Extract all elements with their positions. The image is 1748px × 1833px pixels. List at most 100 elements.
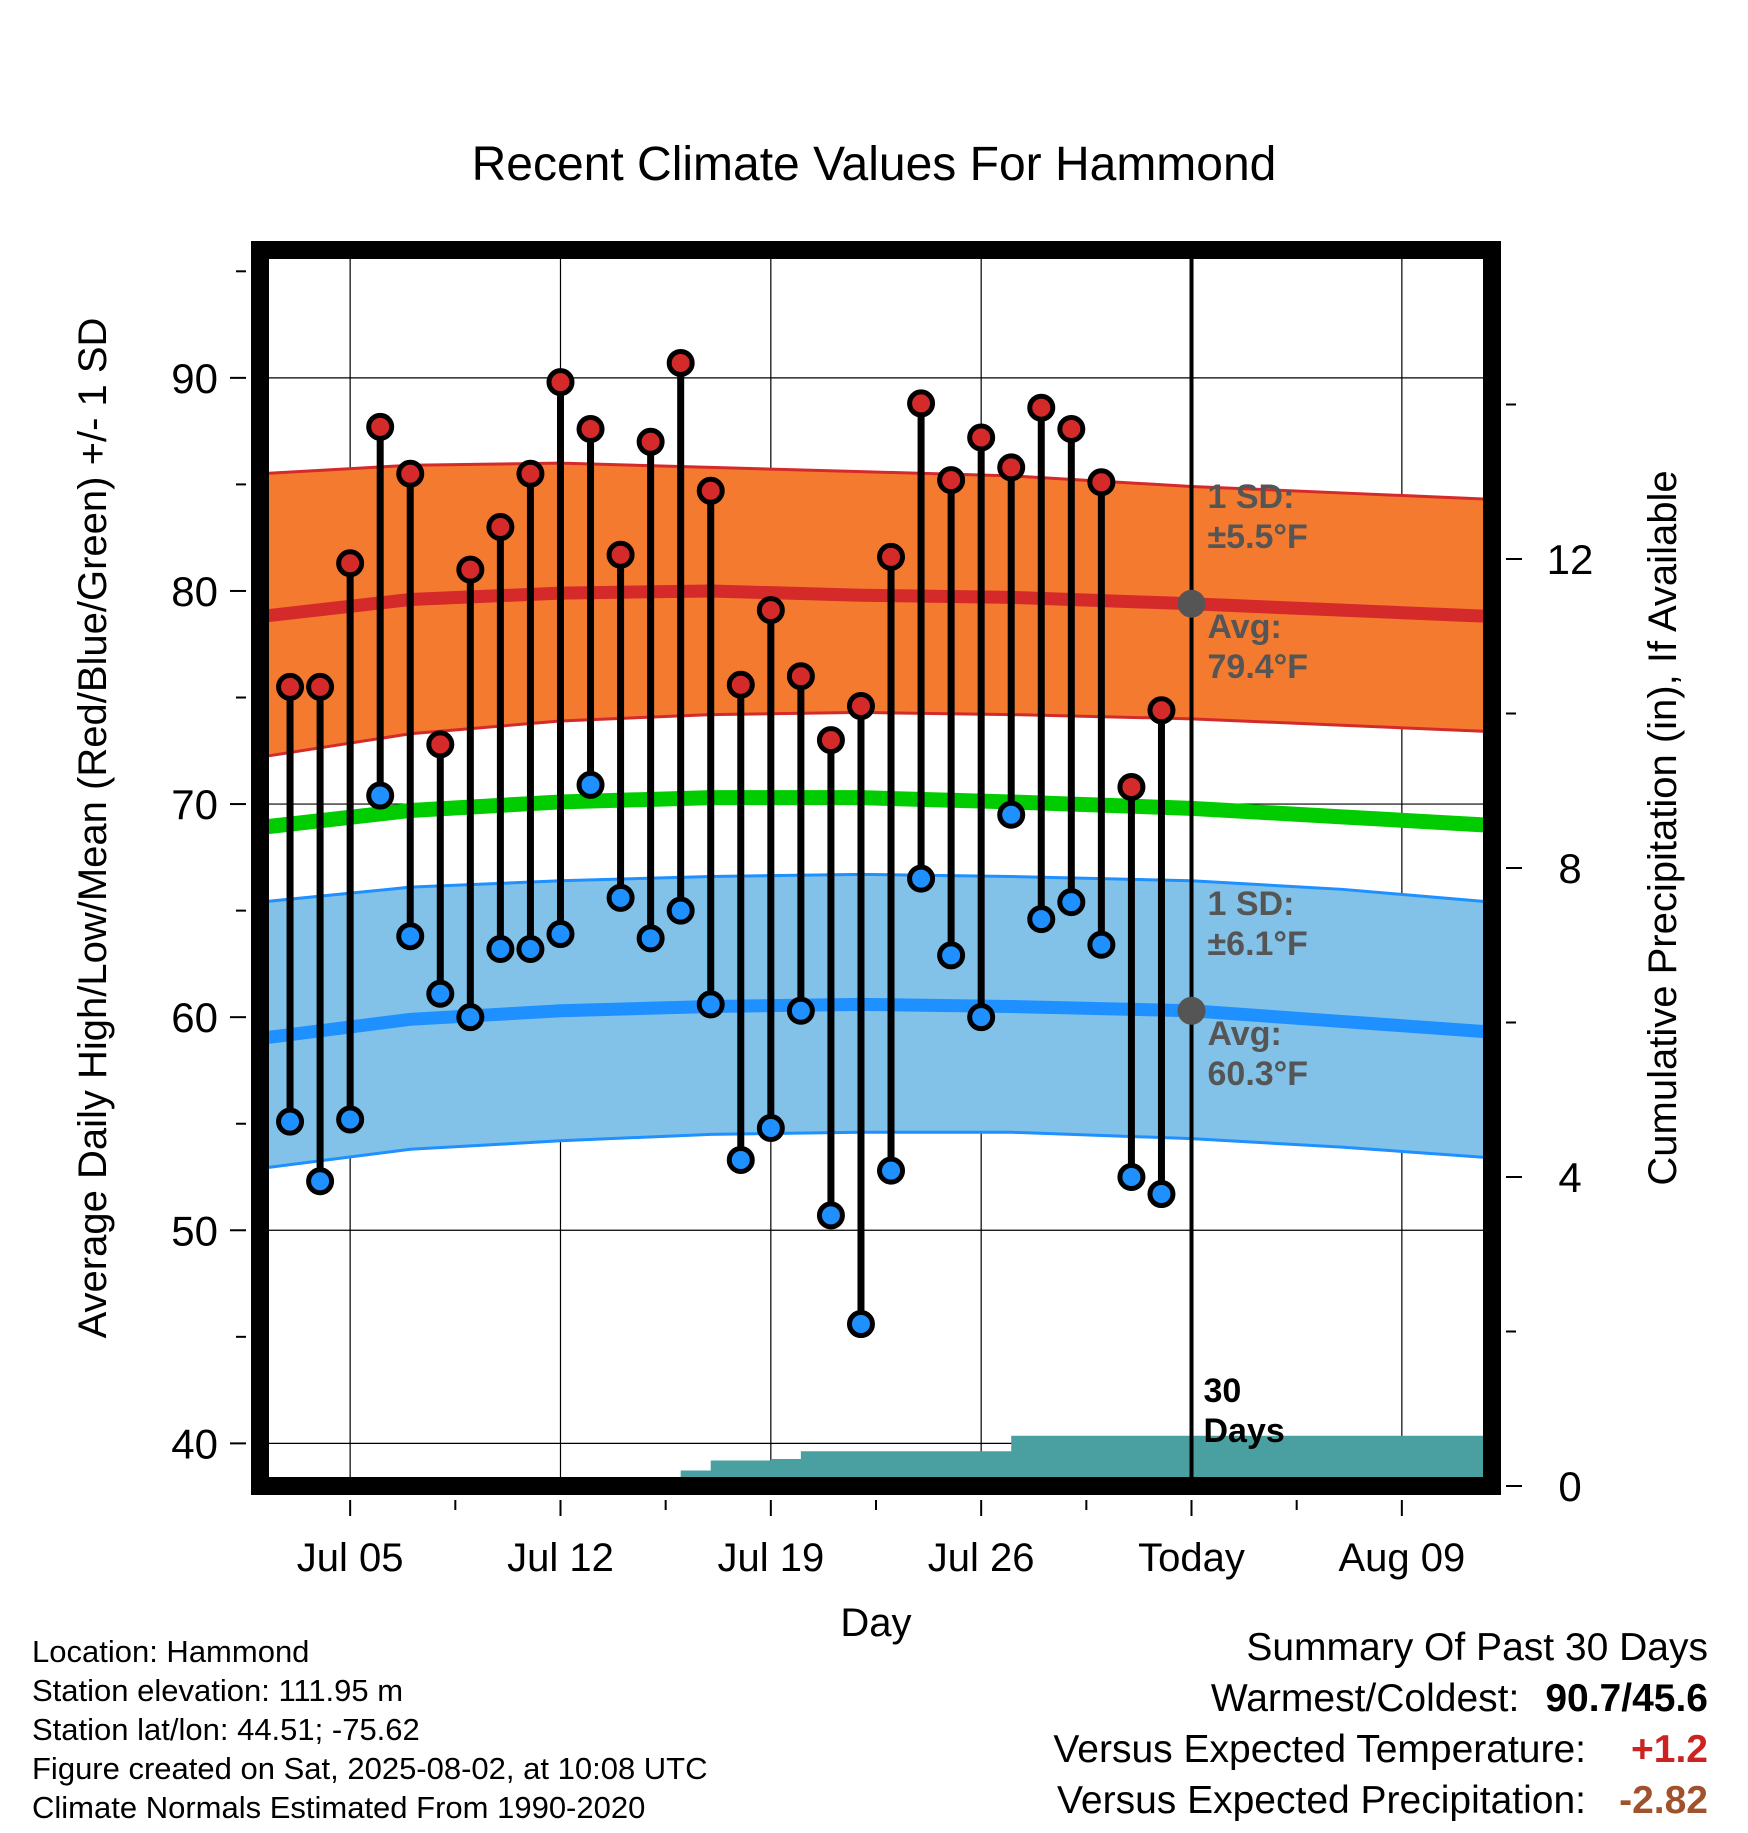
high-upper-edge: [259, 461, 1493, 501]
daily-low-point: [606, 883, 635, 912]
daily-low-point: [937, 941, 966, 970]
window-label-days: Days: [1204, 1412, 1285, 1450]
y-left-tick-label: 40: [171, 1420, 218, 1467]
daily-low-point: [756, 1113, 785, 1142]
x-tick-label: Today: [1138, 1536, 1245, 1580]
daily-high-point: [546, 368, 575, 397]
latlon-text: Station lat/lon: 44.51; -75.62: [32, 1712, 420, 1747]
daily-low-point: [907, 864, 936, 893]
daily-high-point: [1057, 415, 1086, 444]
y-right-tick-label: 0: [1558, 1463, 1581, 1510]
daily-high-point: [1147, 696, 1176, 725]
daily-high-point: [666, 348, 695, 377]
daily-high-point: [997, 453, 1026, 482]
y-left-tick-label: 80: [171, 568, 218, 615]
x-axis-label: Day: [840, 1601, 911, 1645]
daily-high-point: [1027, 393, 1056, 422]
daily-high-point: [426, 730, 455, 759]
axes: 40 50 60 70 80 90 0 4 8 12 Jul 05 Jul 12 Jul 19 Jul 2…: [71, 270, 1685, 1645]
daily-high-point: [576, 415, 605, 444]
y-right-tick-label: 12: [1547, 536, 1594, 583]
daily-high-point: [456, 555, 485, 584]
daily-high-point: [1117, 773, 1146, 802]
chart-title: Recent Climate Values For Hammond: [472, 138, 1277, 191]
y-right-tick-label: 4: [1558, 1154, 1581, 1201]
daily-low-point: [1117, 1163, 1146, 1191]
today-low-avg-dot: [1177, 996, 1206, 1025]
low-avg-label: Avg:: [1208, 1015, 1282, 1053]
daily-low-point: [546, 920, 575, 949]
precip-value: -2.82: [1619, 1779, 1708, 1822]
y-right-tick-label: 8: [1558, 845, 1581, 892]
daily-high-point: [336, 549, 365, 578]
y-left-tick-label: 50: [171, 1207, 218, 1254]
plot-border: [251, 241, 1501, 1495]
daily-low-point: [306, 1167, 335, 1196]
daily-low-point: [636, 924, 665, 953]
mean-line: [259, 790, 1493, 835]
daily-high-point: [816, 726, 845, 755]
today-high-avg-dot: [1177, 589, 1206, 618]
temp-label: Versus Expected Temperature:: [1053, 1728, 1586, 1771]
daily-high-point: [967, 423, 996, 452]
daily-high-point: [696, 476, 725, 505]
window-label-count: 30: [1204, 1372, 1242, 1410]
warmest-label: Warmest/Coldest:: [1210, 1677, 1520, 1720]
daily-high-point: [306, 672, 335, 701]
daily-low-point: [726, 1145, 755, 1174]
daily-high-point: [786, 662, 815, 691]
summary-title: Summary Of Past 30 Days: [1246, 1626, 1708, 1669]
daily-low-point: [997, 800, 1026, 829]
daily-high-point: [636, 427, 665, 456]
y-left-tick-label: 70: [171, 781, 218, 828]
daily-observations: [276, 348, 1176, 1339]
y-right-axis-label: Cumulative Precipitation (in), If Availa…: [1641, 470, 1685, 1185]
daily-low-point: [576, 770, 605, 799]
summary-warmest-row: Warmest/Coldest: 90.7/45.6: [1053, 1673, 1708, 1724]
y-left-tick-label: 60: [171, 994, 218, 1041]
x-tick-label: Jul 05: [297, 1536, 404, 1580]
daily-low-point: [426, 979, 455, 1008]
summary-precip-row: Versus Expected Precipitation: -2.82: [1053, 1775, 1708, 1826]
daily-high-point: [396, 459, 425, 488]
daily-low-point: [336, 1105, 365, 1134]
daily-low-point: [967, 1003, 996, 1032]
daily-low-point: [486, 934, 515, 963]
created-text: Figure created on Sat, 2025-08-02, at 10…: [32, 1751, 708, 1786]
daily-low-point: [396, 922, 425, 951]
low-sd-label: 1 SD:: [1208, 885, 1295, 923]
low-sd-band: [260, 874, 1492, 1169]
daily-low-point: [877, 1156, 906, 1185]
daily-low-point: [696, 990, 725, 1019]
daily-low-point: [786, 996, 815, 1025]
y-left-axis-label: Average Daily High/Low/Mean (Red/Blue/Gr…: [71, 318, 115, 1339]
high-sd-value: ±5.5°F: [1208, 518, 1308, 556]
daily-high-point: [606, 540, 635, 569]
daily-high-point: [486, 513, 515, 542]
precip-label: Versus Expected Precipitation:: [1057, 1779, 1586, 1822]
high-avg-label: Avg:: [1208, 608, 1282, 646]
daily-high-point: [907, 389, 936, 418]
daily-high-point: [756, 596, 785, 625]
daily-low-point: [666, 896, 695, 925]
temp-value: +1.2: [1631, 1728, 1708, 1771]
x-tick-label: Jul 26: [928, 1536, 1035, 1580]
daily-low-point: [846, 1310, 875, 1339]
x-tick-label: Jul 19: [717, 1536, 824, 1580]
elevation-text: Station elevation: 111.95 m: [32, 1673, 404, 1708]
daily-low-point: [1087, 930, 1116, 959]
daily-high-point: [937, 466, 966, 495]
daily-high-point: [846, 692, 875, 721]
daily-low-point: [816, 1201, 845, 1230]
summary-temp-row: Versus Expected Temperature: +1.2: [1053, 1724, 1708, 1775]
daily-high-point: [366, 412, 395, 441]
daily-low-point: [1057, 888, 1086, 917]
x-tick-label: Aug 09: [1338, 1536, 1465, 1580]
x-tick-label: Jul 12: [507, 1536, 614, 1580]
high-sd-label: 1 SD:: [1208, 478, 1295, 516]
daily-high-point: [726, 670, 755, 699]
daily-high-point: [276, 672, 305, 701]
